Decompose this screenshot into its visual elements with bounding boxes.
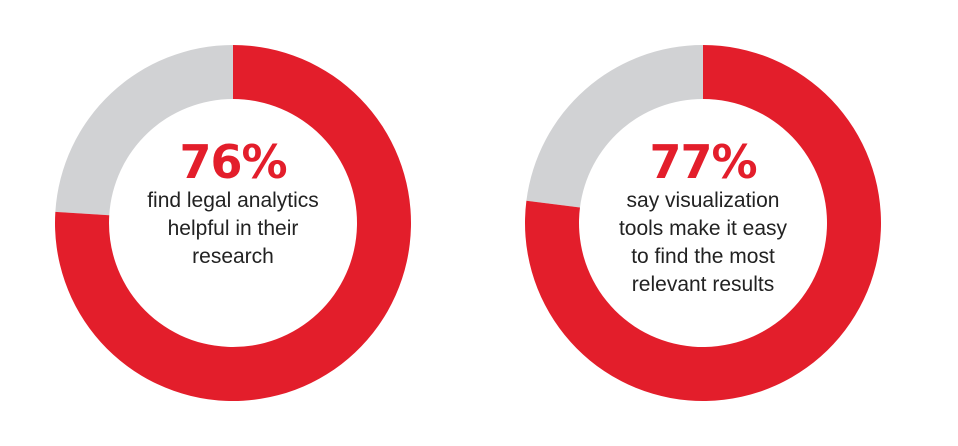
- donut-chart-analytics: 76% find legal analytics helpful in thei…: [53, 43, 413, 403]
- donut-segment-value: [54, 45, 411, 401]
- percent-label: 76%: [179, 135, 287, 189]
- donut-segment-remainder: [526, 45, 703, 208]
- donut-segment-value: [525, 45, 881, 401]
- donut-segment-remainder: [55, 45, 233, 216]
- donut-center-text: 76% find legal analytics helpful in thei…: [103, 137, 363, 271]
- donut-svg-analytics: [54, 45, 411, 401]
- donut-svg-visualization: [525, 45, 881, 401]
- donut-center-text: 77% say visualization tools make it easy…: [573, 137, 833, 299]
- percent-label: 77%: [649, 135, 757, 189]
- stat-description: say visualization tools make it easy to …: [618, 189, 788, 296]
- stat-description: find legal analytics helpful in their re…: [147, 189, 319, 268]
- donut-chart-visualization: 77% say visualization tools make it easy…: [523, 43, 883, 403]
